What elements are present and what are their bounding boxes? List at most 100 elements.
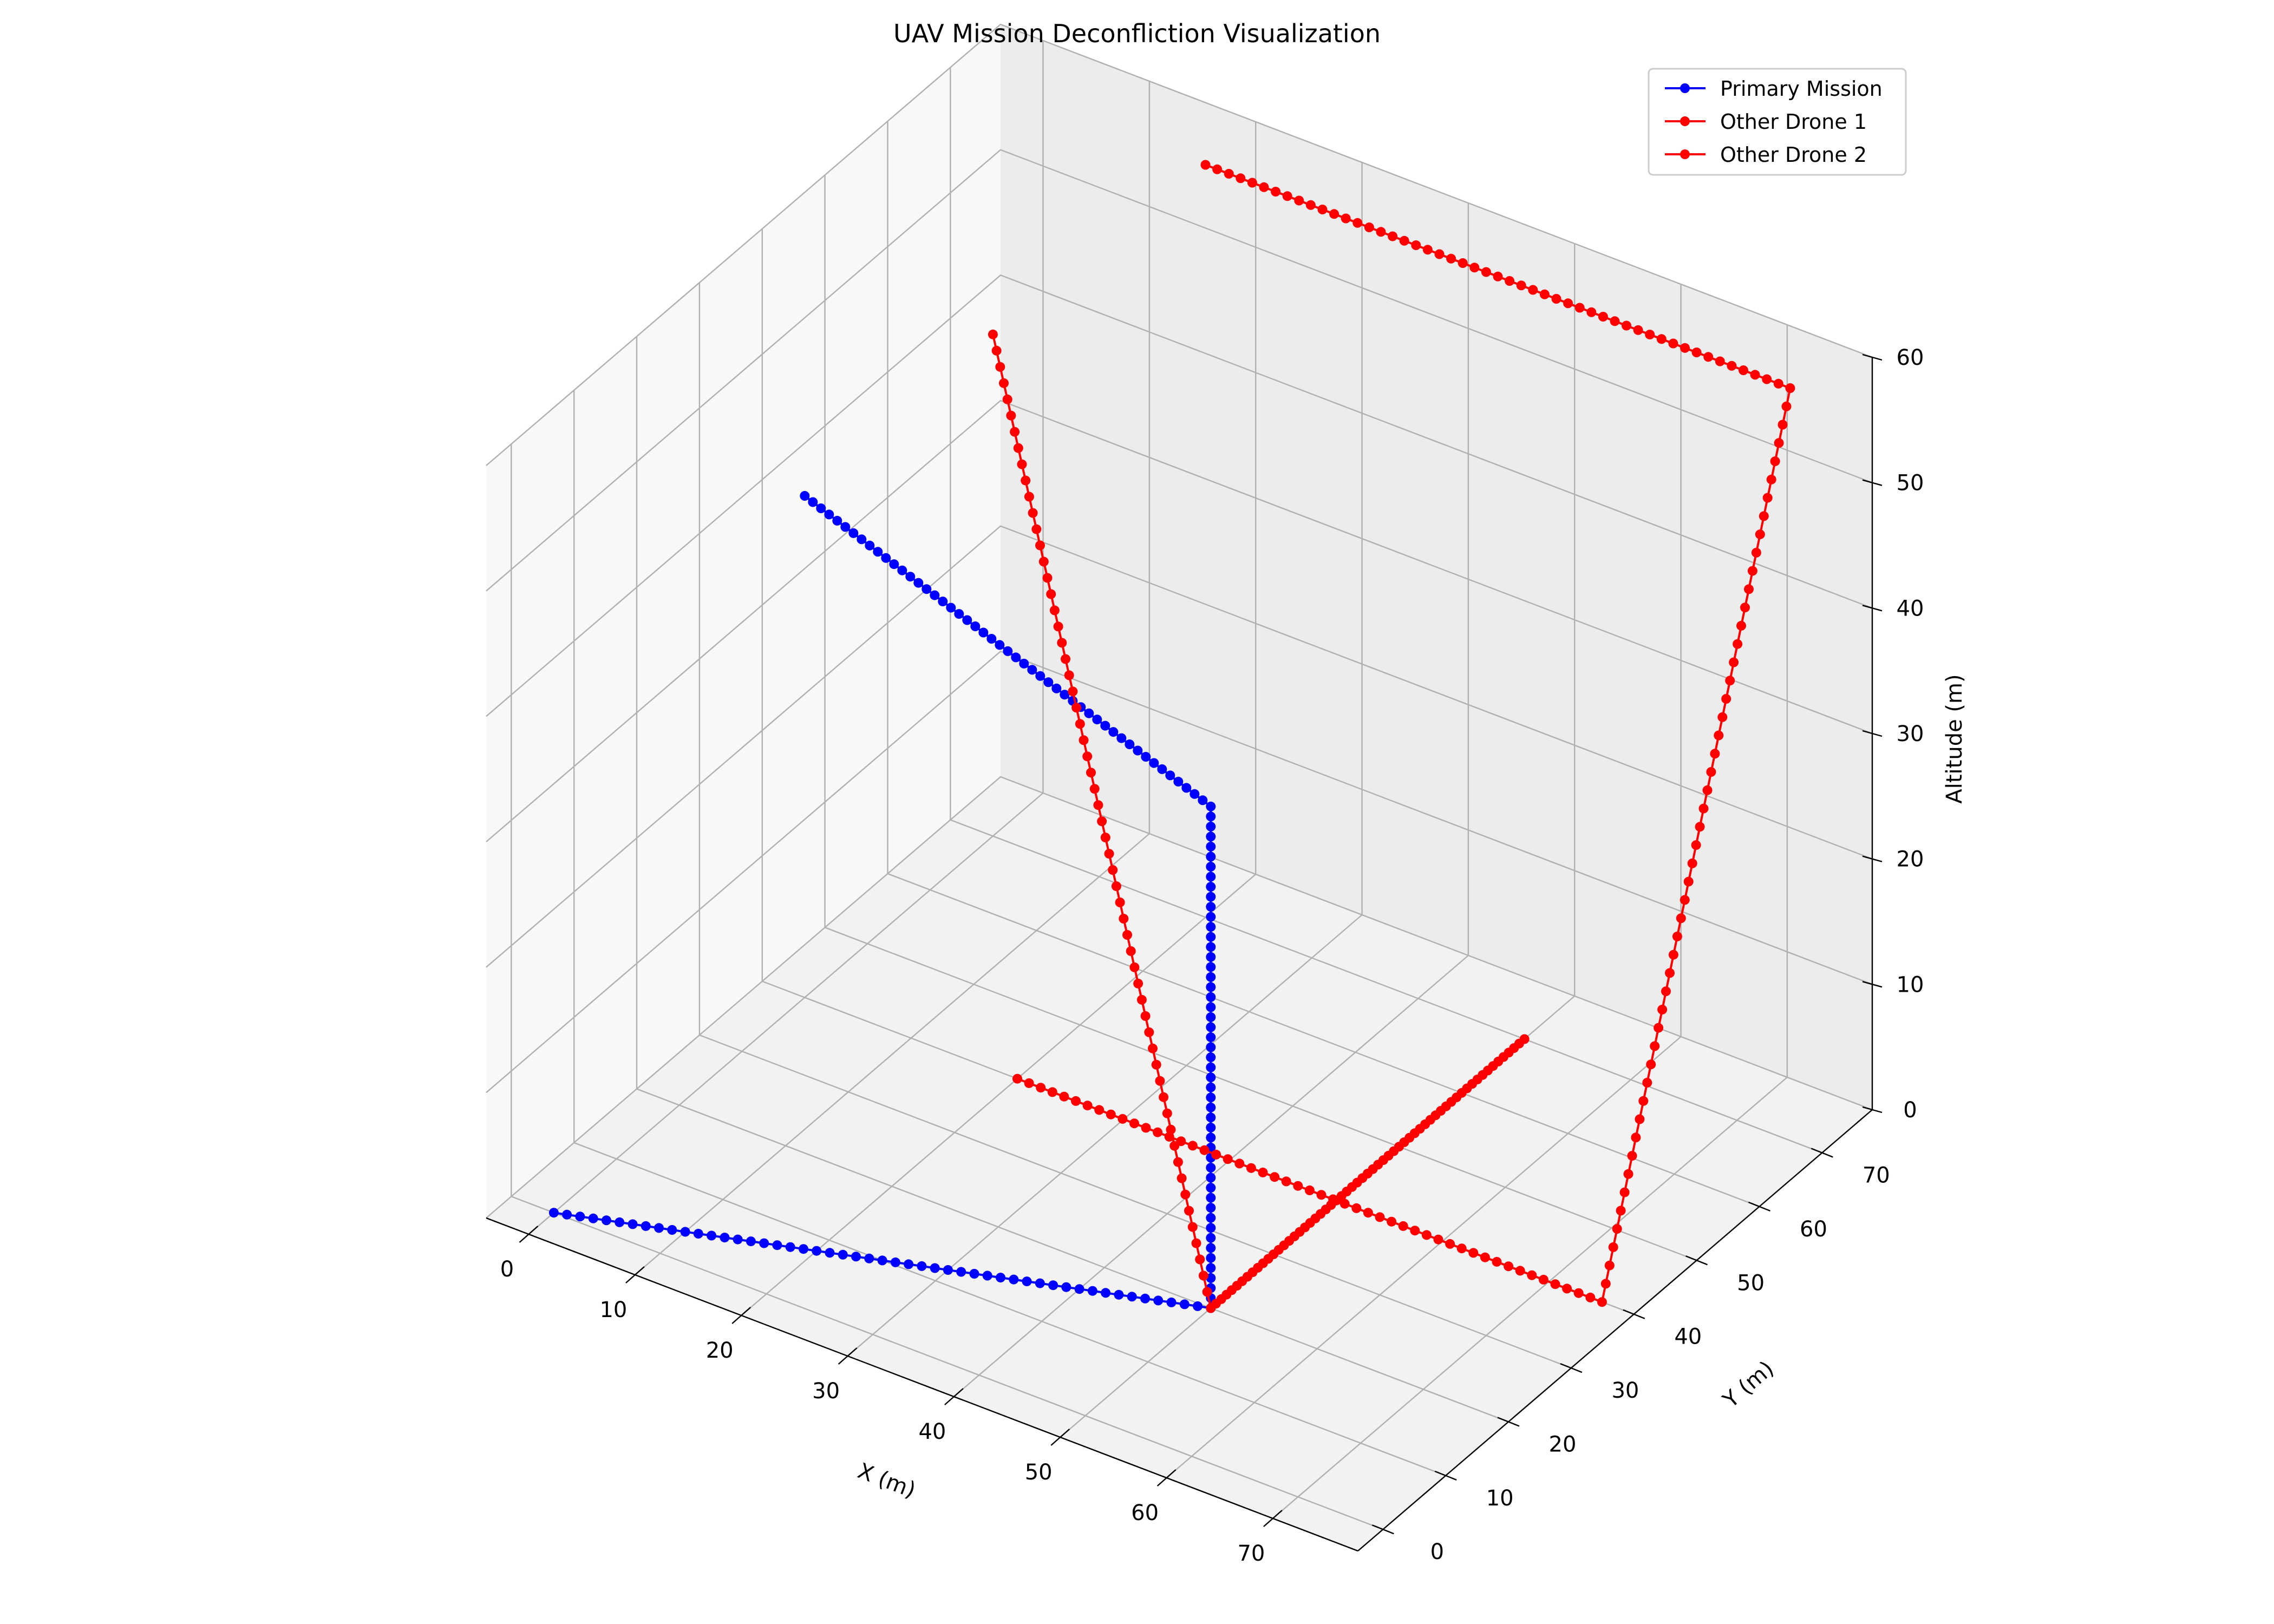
series-1-point-32 [969, 1269, 979, 1279]
grid-lines [486, 23, 1873, 1530]
series-2-point-16 [1199, 1145, 1210, 1155]
series-2-point-38 [1456, 1243, 1467, 1254]
series-1-point-92 [1206, 882, 1216, 892]
series-3-point-14 [1038, 556, 1049, 567]
x-tick-50 [1050, 1429, 1070, 1446]
series-1-point-137 [905, 572, 916, 582]
series-3-point-29 [1093, 800, 1103, 810]
series-1-point-59 [1206, 1213, 1216, 1223]
series-2-point-98 [1778, 420, 1788, 430]
series-3-point-120 [1519, 1034, 1530, 1044]
series-1-point-16 [759, 1238, 769, 1248]
series-1-point-103 [1181, 783, 1192, 793]
series-2-point-136 [1364, 222, 1374, 232]
series-2-point-55 [1616, 1206, 1626, 1216]
series-3-point-54 [1184, 1206, 1194, 1216]
series-1 [548, 491, 1216, 1313]
series-1-point-104 [1173, 776, 1184, 787]
series-2-point-119 [1563, 298, 1573, 309]
series-3-point-37 [1122, 930, 1132, 940]
series-2-point-92 [1755, 529, 1765, 540]
series-1-point-143 [857, 534, 867, 545]
series-1-point-107 [1149, 758, 1159, 768]
series-2-point-81 [1714, 730, 1724, 741]
series-2-point-26 [1316, 1190, 1327, 1200]
y-axis-line [1357, 1109, 1873, 1551]
series-1-point-54 [1206, 1263, 1216, 1273]
series-3-point-55 [1187, 1222, 1198, 1232]
series-2-point-127 [1469, 263, 1480, 273]
z-tick-label-10: 10 [1897, 972, 1924, 997]
series-1-point-149 [808, 497, 818, 507]
legend-label-3: Other Drone 2 [1720, 143, 1867, 167]
series-2-point-101 [1773, 378, 1783, 389]
series-2-point-73 [1683, 876, 1694, 887]
series-2-point-60 [1635, 1114, 1645, 1124]
series-1-point-147 [824, 509, 834, 520]
series-2-point-139 [1329, 209, 1339, 219]
series-1-point-10 [680, 1227, 690, 1237]
series-1-point-14 [733, 1234, 743, 1245]
series-1-point-20 [812, 1246, 822, 1256]
series-1-point-38 [1048, 1280, 1058, 1291]
series-2-point-70 [1672, 931, 1682, 941]
y-tick-label-0: 0 [1430, 1540, 1444, 1564]
series-1-point-6 [628, 1219, 638, 1229]
series-1-point-119 [1051, 683, 1062, 693]
series-1-point-115 [1084, 708, 1094, 718]
series-1-point-79 [1206, 1012, 1216, 1022]
series-1-point-122 [1027, 665, 1037, 675]
series-1-point-9 [667, 1225, 677, 1235]
series-2-point-45 [1538, 1274, 1548, 1285]
series-2-point-93 [1759, 511, 1769, 521]
series-1-point-39 [1061, 1282, 1071, 1292]
series-3-point-24 [1075, 719, 1085, 729]
z-tick-label-30: 30 [1897, 722, 1924, 746]
series-1-point-140 [881, 553, 891, 563]
series-2-point-83 [1721, 694, 1731, 704]
series-3 [988, 329, 1530, 1313]
series-2-point-144 [1271, 187, 1281, 197]
series-3-point-16 [1046, 589, 1056, 599]
series-3-point-5 [1006, 410, 1016, 421]
series-2-point-22 [1270, 1172, 1280, 1182]
series-1-point-17 [772, 1240, 782, 1250]
series-1-point-112 [1108, 727, 1119, 737]
series-1-point-67 [1206, 1132, 1216, 1143]
z-tick-label-60: 60 [1897, 345, 1924, 370]
series-1-point-41 [1087, 1286, 1097, 1296]
z-axis-label: Altitude (m) [1942, 674, 1967, 803]
series-1-point-56 [1206, 1243, 1216, 1253]
series-1-point-47 [1166, 1297, 1177, 1307]
series-2-point-109 [1680, 343, 1690, 353]
series-1-point-125 [1003, 646, 1013, 656]
series-2-point-46 [1550, 1279, 1560, 1289]
series-1-point-72 [1206, 1082, 1216, 1092]
series-1-point-61 [1206, 1193, 1216, 1203]
series-2-point-57 [1623, 1169, 1633, 1179]
y-tick-10 [1434, 1470, 1457, 1481]
series-2-point-143 [1282, 191, 1292, 201]
series-2-point-133 [1399, 235, 1409, 246]
series-2-point-112 [1645, 330, 1655, 339]
series-3-point-56 [1191, 1238, 1201, 1248]
series-2-point-95 [1766, 474, 1776, 484]
series-2-point-23 [1281, 1176, 1291, 1187]
series-1-point-30 [943, 1265, 953, 1275]
series-1-point-133 [938, 597, 948, 607]
y-tick-label-30: 30 [1611, 1378, 1639, 1403]
series-1-point-135 [922, 584, 932, 594]
series-2-point-9 [1118, 1114, 1128, 1124]
series-2-point-79 [1706, 767, 1716, 777]
series-1-point-126 [995, 640, 1005, 650]
series-1-point-71 [1206, 1092, 1216, 1103]
series-1-point-23 [851, 1252, 861, 1262]
series-2-point-12 [1153, 1127, 1163, 1137]
series-1-point-33 [982, 1271, 992, 1281]
series-1-point-74 [1206, 1062, 1216, 1072]
series-2-point-20 [1246, 1163, 1256, 1173]
series-1-point-106 [1157, 764, 1167, 774]
series-1-point-118 [1060, 690, 1070, 700]
series-3-point-31 [1100, 833, 1110, 843]
series-2-point-44 [1527, 1270, 1537, 1280]
